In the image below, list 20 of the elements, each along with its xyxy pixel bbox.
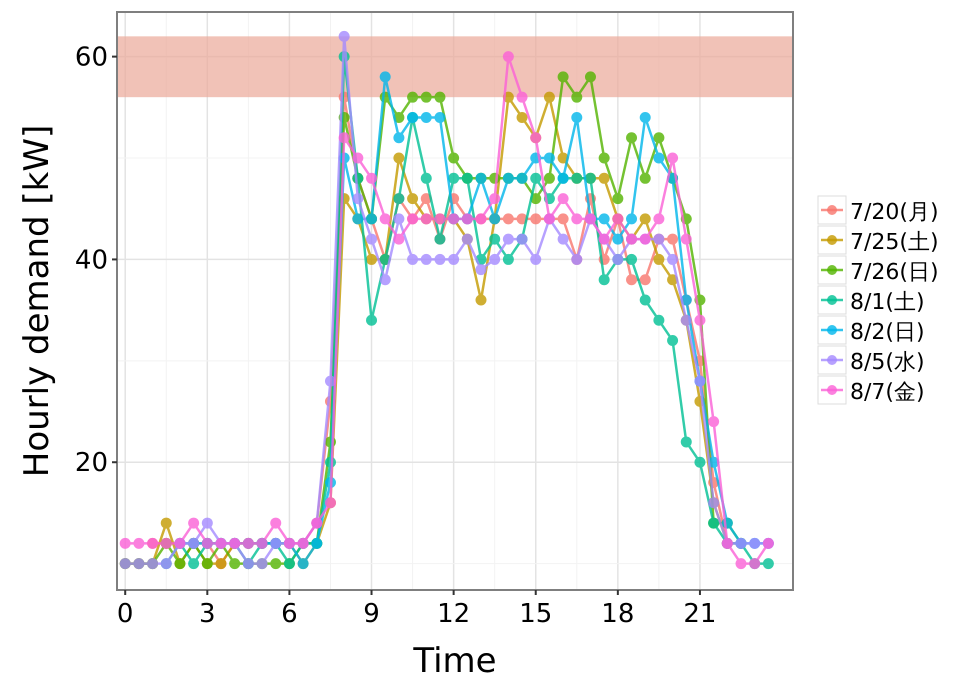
legend-label: 8/5(水) xyxy=(850,350,925,375)
x-tick-label: 12 xyxy=(437,599,470,629)
x-tick-label: 6 xyxy=(281,599,298,629)
x-tick-label: 0 xyxy=(116,599,134,629)
legend-label: 8/1(土) xyxy=(850,290,925,315)
legend-label: 8/2(日) xyxy=(850,320,925,345)
y-axis-title: Hourly demand [kW] xyxy=(17,124,57,478)
x-tick-label: 21 xyxy=(683,599,716,629)
x-tick-label: 15 xyxy=(519,599,552,629)
y-tick-label: 20 xyxy=(74,448,108,478)
y-tick-label: 40 xyxy=(74,245,108,276)
x-tick-label: 3 xyxy=(199,599,216,629)
legend-label: 7/20(月) xyxy=(850,200,939,225)
x-tick-label: 18 xyxy=(601,599,634,629)
x-axis-title: Time xyxy=(412,641,497,678)
legend-label: 7/25(土) xyxy=(850,230,939,255)
legend-label: 7/26(日) xyxy=(850,260,939,285)
legend-label: 8/7(金) xyxy=(850,380,925,405)
x-tick-label: 9 xyxy=(363,599,380,629)
y-tick-label: 60 xyxy=(74,42,108,73)
